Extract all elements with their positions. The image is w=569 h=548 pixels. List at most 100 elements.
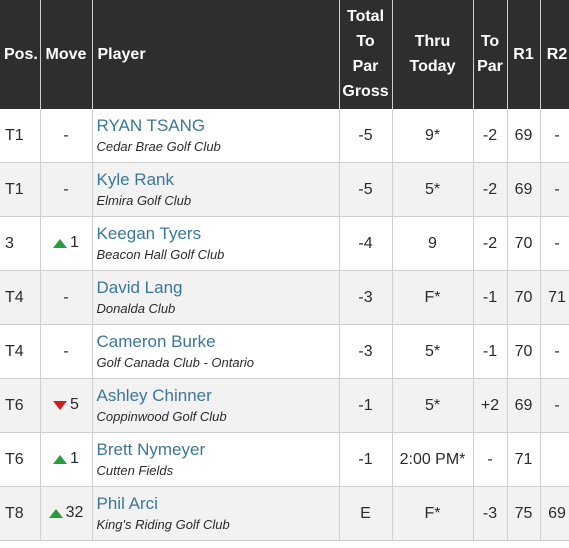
header-player[interactable]: Player [92, 0, 340, 109]
r2-cell: 71 [540, 270, 569, 325]
table-header: Pos. Move Player Total To Par Gross Thru… [0, 0, 569, 109]
move-cell: 1 [40, 432, 93, 487]
header-move[interactable]: Move [40, 0, 93, 109]
position-cell: T4 [0, 270, 41, 325]
r2-cell: - [540, 162, 569, 217]
header-thru-today[interactable]: Thru Today [392, 0, 474, 109]
player-cell: David Lang Donalda Club [92, 270, 340, 325]
player-club: Golf Canada Club - Ontario [96, 354, 255, 370]
player-cell: Phil Arci King's Riding Golf Club [92, 486, 340, 541]
player-name-link[interactable]: RYAN TSANG [96, 115, 206, 135]
player-name-link[interactable]: Ashley Chinner [96, 385, 212, 405]
total-to-par-cell: -4 [339, 216, 393, 271]
thru-today-cell: F* [392, 486, 474, 541]
table-row: T1 - RYAN TSANG Cedar Brae Golf Club -5 … [0, 109, 569, 163]
r2-cell [540, 432, 569, 487]
player-club: Coppinwood Golf Club [96, 408, 227, 424]
table-row: 3 1 Keegan Tyers Beacon Hall Golf Club -… [0, 216, 569, 271]
player-club: Cutten Fields [96, 462, 174, 478]
arrow-up-icon [53, 454, 68, 464]
arrow-up-icon [53, 238, 68, 248]
to-par-cell: -3 [473, 486, 508, 541]
table-row: T4 - David Lang Donalda Club -3 F* -1 70… [0, 270, 569, 325]
to-par-cell: -2 [473, 109, 508, 163]
player-name-link[interactable]: Brett Nymeyer [96, 439, 206, 459]
move-cell: - [40, 324, 93, 379]
r2-cell: - [540, 324, 569, 379]
player-cell: Kyle Rank Elmira Golf Club [92, 162, 340, 217]
player-cell: Keegan Tyers Beacon Hall Golf Club [92, 216, 340, 271]
player-club: Beacon Hall Golf Club [96, 246, 225, 262]
table-body: T1 - RYAN TSANG Cedar Brae Golf Club -5 … [0, 109, 569, 541]
table-row: T6 5 Ashley Chinner Coppinwood Golf Club… [0, 378, 569, 433]
r1-cell: 69 [507, 109, 541, 163]
position-cell: T4 [0, 324, 41, 379]
total-to-par-cell: -3 [339, 270, 393, 325]
to-par-cell: -2 [473, 162, 508, 217]
total-to-par-cell: -1 [339, 378, 393, 433]
position-cell: 3 [0, 216, 41, 271]
move-cell: - [40, 162, 93, 217]
move-cell: 1 [40, 216, 93, 271]
total-to-par-cell: E [339, 486, 393, 541]
thru-today-cell: 5* [392, 162, 474, 217]
thru-today-cell: 2:00 PM* [392, 432, 474, 487]
thru-today-cell: 5* [392, 378, 474, 433]
r1-cell: 70 [507, 270, 541, 325]
player-club: King's Riding Golf Club [96, 516, 230, 532]
move-cell: 5 [40, 378, 93, 433]
to-par-cell: -1 [473, 270, 508, 325]
r2-cell: - [540, 109, 569, 163]
position-cell: T8 [0, 486, 41, 541]
r1-cell: 69 [507, 162, 541, 217]
to-par-cell: -2 [473, 216, 508, 271]
total-to-par-cell: -3 [339, 324, 393, 379]
position-cell: T6 [0, 432, 41, 487]
to-par-cell: -1 [473, 324, 508, 379]
r2-cell: - [540, 216, 569, 271]
header-to-par[interactable]: To Par [473, 0, 508, 109]
to-par-cell: +2 [473, 378, 508, 433]
r1-cell: 75 [507, 486, 541, 541]
player-cell: Brett Nymeyer Cutten Fields [92, 432, 340, 487]
r1-cell: 71 [507, 432, 541, 487]
r2-cell: - [540, 378, 569, 433]
total-to-par-cell: -5 [339, 109, 393, 163]
position-cell: T1 [0, 109, 41, 163]
table-row: T4 - Cameron Burke Golf Canada Club - On… [0, 324, 569, 379]
position-cell: T1 [0, 162, 41, 217]
table-row: T6 1 Brett Nymeyer Cutten Fields -1 2:00… [0, 432, 569, 487]
player-cell: RYAN TSANG Cedar Brae Golf Club [92, 109, 340, 163]
move-cell: 32 [40, 486, 93, 541]
move-cell: - [40, 270, 93, 325]
thru-today-cell: 9 [392, 216, 474, 271]
player-name-link[interactable]: David Lang [96, 277, 183, 297]
total-to-par-cell: -5 [339, 162, 393, 217]
player-club: Cedar Brae Golf Club [96, 138, 221, 154]
header-pos[interactable]: Pos. [0, 0, 41, 109]
thru-today-cell: F* [392, 270, 474, 325]
player-club: Donalda Club [96, 300, 176, 316]
player-club: Elmira Golf Club [96, 192, 192, 208]
player-name-link[interactable]: Kyle Rank [96, 169, 174, 189]
table-row: T8 32 Phil Arci King's Riding Golf Club … [0, 486, 569, 541]
player-cell: Cameron Burke Golf Canada Club - Ontario [92, 324, 340, 379]
r1-cell: 70 [507, 324, 541, 379]
total-to-par-cell: -1 [339, 432, 393, 487]
player-name-link[interactable]: Cameron Burke [96, 331, 216, 351]
thru-today-cell: 9* [392, 109, 474, 163]
player-cell: Ashley Chinner Coppinwood Golf Club [92, 378, 340, 433]
header-r1[interactable]: R1 [507, 0, 541, 109]
header-r2[interactable]: R2 [540, 0, 569, 109]
r2-cell: 69 [540, 486, 569, 541]
move-cell: - [40, 109, 93, 163]
thru-today-cell: 5* [392, 324, 474, 379]
to-par-cell: - [473, 432, 508, 487]
header-total-to-par-gross[interactable]: Total To Par Gross [339, 0, 393, 109]
player-name-link[interactable]: Keegan Tyers [96, 223, 202, 243]
player-name-link[interactable]: Phil Arci [96, 493, 158, 513]
r1-cell: 69 [507, 378, 541, 433]
arrow-down-icon [53, 400, 68, 410]
